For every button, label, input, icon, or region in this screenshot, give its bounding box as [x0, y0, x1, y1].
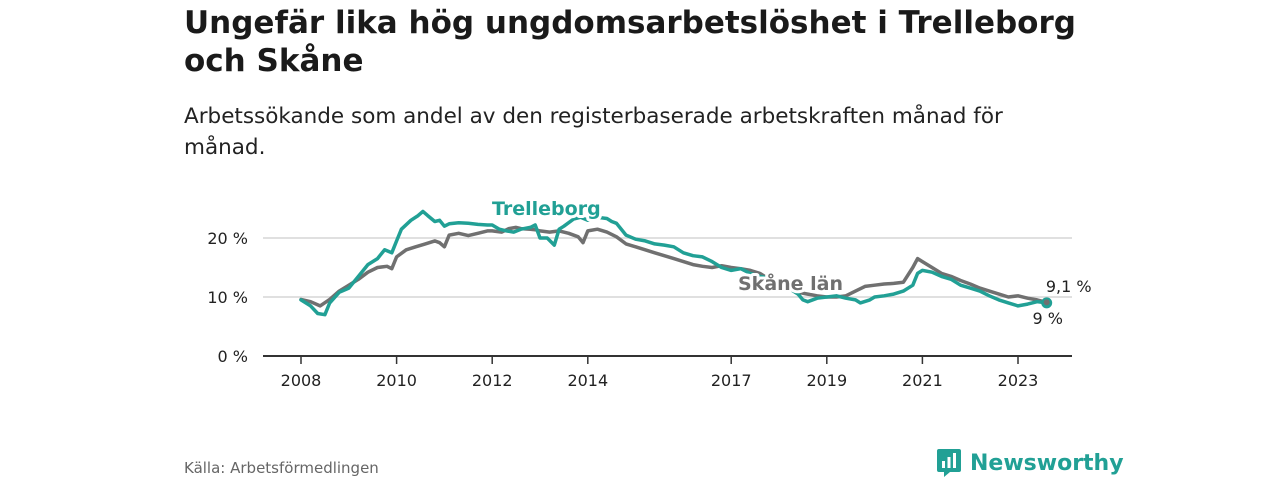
series-line-skane: [299, 225, 1049, 308]
series-label-skane-halo: Skåne län: [738, 271, 843, 295]
brand-logo[interactable]: Newsworthy: [936, 448, 1124, 478]
x-tick-label: 2012: [472, 371, 513, 390]
series-layer: [299, 209, 1053, 317]
x-tick-label: 2017: [711, 371, 752, 390]
brand-name: Newsworthy: [970, 450, 1124, 476]
axis-layer: 0 % 10 % 20 % 2008 2010 2012 2014 2017 2019 2021 2…: [207, 229, 1072, 390]
chart-subtitle: Arbetssökande som andel av den registerb…: [184, 104, 1003, 160]
series-label-skane: Skåne län: [738, 271, 843, 295]
series-label-trelleborg-halo: Trelleborg: [492, 198, 601, 220]
end-marker-skane: [1043, 299, 1050, 306]
y-tick-label: 20 %: [207, 229, 248, 248]
source-note: Källa: Arbetsförmedlingen: [184, 459, 379, 477]
end-label-trelleborg: 9 %: [1032, 309, 1062, 328]
x-tick-label: 2021: [902, 371, 943, 390]
chart-title: Ungefär lika hög ungdomsarbetslöshet i T…: [184, 5, 1076, 79]
y-tick-label: 10 %: [207, 288, 248, 307]
x-tick-label: 2019: [806, 371, 847, 390]
end-label-skane: 9,1 %: [1046, 277, 1092, 296]
y-tick-label: 0 %: [218, 347, 248, 366]
series-line-trelleborg: [299, 209, 1049, 317]
x-tick-label: 2014: [567, 371, 608, 390]
series-label-trelleborg: Trelleborg: [492, 198, 601, 220]
x-tick-label: 2008: [281, 371, 322, 390]
x-tick-label: 2010: [376, 371, 417, 390]
x-tick-label: 2023: [998, 371, 1039, 390]
newsworthy-logo-icon: [937, 449, 961, 477]
